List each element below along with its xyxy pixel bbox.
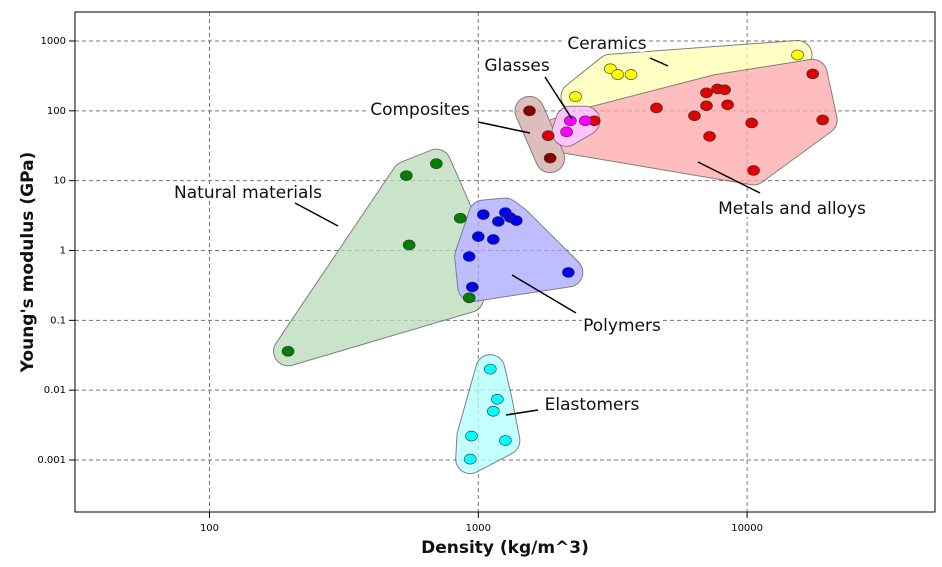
x-axis-label: Density (kg/m^3) [421,538,589,558]
point [491,393,504,405]
point [463,453,477,465]
point [650,102,663,114]
annotation: Polymers [583,316,661,336]
point [400,170,413,181]
leader-line [505,409,539,416]
point [402,239,416,251]
x-tick-label: 1000 [466,523,491,534]
y-tick-label: 0.001 [37,455,66,466]
annotation: Glasses [484,56,549,76]
y-tick-label: 100 [47,106,66,117]
point [703,131,716,142]
y-tick-label: 0.1 [50,315,66,326]
point [747,165,760,176]
leader-line [697,161,761,194]
leader-line [544,76,573,120]
point [700,87,713,99]
y-tick-label: 0.01 [44,385,66,396]
region [561,40,812,111]
point [465,430,478,442]
annotation: Polymers [583,316,661,336]
x-tick-label: 10000 [731,523,763,534]
point [477,209,490,220]
annotation: Metals and alloys [718,199,866,219]
point [499,207,512,218]
point [806,68,820,80]
point [611,69,624,80]
point [560,126,573,138]
annotation: Ceramics [567,34,646,54]
y-tick-label: 1000 [41,36,66,47]
leader-line [477,121,531,134]
point [541,130,555,142]
annotation: Composites [370,100,470,120]
annotation: Composites [370,100,470,120]
point [483,363,497,375]
point [816,114,829,126]
point [562,267,575,278]
annotation: Natural materials [174,183,322,203]
leader-line [649,57,669,67]
point [453,212,467,224]
leader-line [511,274,577,314]
point [624,69,638,80]
annotation: Metals and alloys [718,199,866,219]
point [492,216,505,227]
leader-line [294,202,339,227]
point [569,91,582,102]
point [486,234,500,245]
point [718,84,731,96]
plot-frame [74,11,936,513]
point [281,346,295,357]
point [499,435,512,446]
point [578,115,592,127]
annotation: Elastomers [545,395,640,415]
point [510,215,523,226]
point [466,281,479,293]
point [462,251,476,262]
region [456,355,520,474]
point [471,231,485,242]
annotation: Natural materials [174,183,322,203]
point [688,110,701,122]
point [430,158,443,169]
point [721,99,734,111]
annotation: Ceramics [567,34,646,54]
annotation: Glasses [484,56,549,76]
annotation: Elastomers [545,395,640,415]
x-tick-label: 100 [200,523,219,534]
point [486,405,500,417]
y-axis-label: Young's modulus (GPa) [18,152,38,374]
region [274,149,484,366]
point [543,152,557,164]
y-tick-label: 1 [60,245,66,256]
point [523,105,536,117]
point [745,117,758,129]
point [700,100,713,112]
point [791,49,804,61]
point [462,292,476,304]
marks [281,49,829,465]
y-tick-label: 10 [53,176,66,187]
